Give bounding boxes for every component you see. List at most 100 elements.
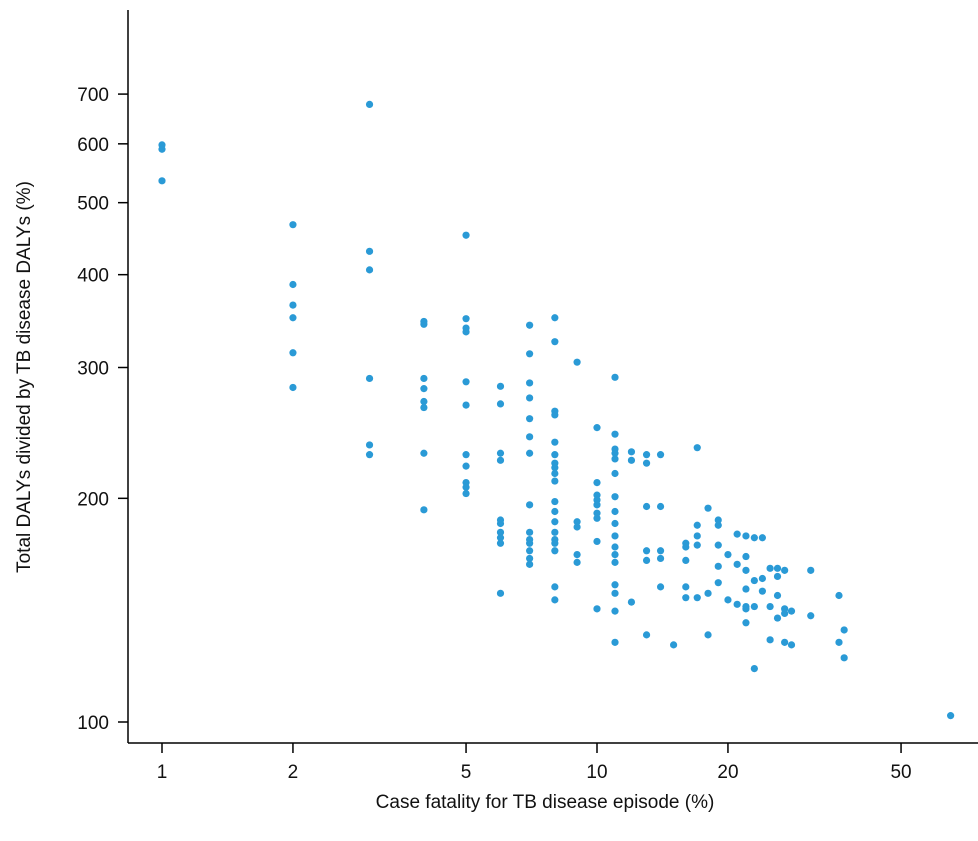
scatter-point xyxy=(420,403,428,412)
scatter-point xyxy=(611,373,619,381)
scatter-point xyxy=(693,532,701,540)
scatter-point xyxy=(365,374,374,383)
ticks-layer: 1 2 5 10 20 50 100 200 300 400 500 600 700 xyxy=(77,85,911,783)
scatter-point xyxy=(766,602,774,611)
scatter-point xyxy=(611,449,619,457)
scatter-point xyxy=(158,145,166,153)
scatter-point xyxy=(526,528,534,536)
scatter-point xyxy=(365,441,374,449)
scatter-point xyxy=(773,591,782,600)
scatter-point xyxy=(781,609,789,618)
scatter-point xyxy=(526,554,534,563)
scatter-point xyxy=(365,266,374,274)
scatter-point xyxy=(551,528,559,536)
scatter-point xyxy=(573,523,581,531)
scatter-point xyxy=(158,177,166,185)
scatter-point xyxy=(693,521,701,529)
scatter-point xyxy=(656,451,665,459)
scatter-point xyxy=(840,654,848,662)
scatter-point xyxy=(526,547,534,555)
scatter-point xyxy=(551,438,559,446)
scatter-point xyxy=(642,631,651,639)
scatter-point xyxy=(704,631,712,639)
scatter-point xyxy=(758,574,766,583)
scatter-point xyxy=(420,374,428,383)
scatter-point xyxy=(289,221,297,229)
scatter-point xyxy=(807,612,815,620)
scatter-point xyxy=(781,638,789,646)
scatter-point xyxy=(642,451,651,459)
scatter-point xyxy=(420,397,428,406)
scatter-point xyxy=(714,521,722,529)
scatter-point xyxy=(496,539,505,547)
scatter-point xyxy=(462,489,470,498)
scatter-point xyxy=(766,564,774,572)
scatter-point xyxy=(611,543,619,551)
scatter-point xyxy=(462,328,470,336)
y-tick-label: 400 xyxy=(77,266,109,287)
scatter-point xyxy=(758,587,766,595)
scatter-point xyxy=(462,462,470,470)
scatter-point xyxy=(289,383,297,392)
scatter-point xyxy=(781,566,789,574)
scatter-point xyxy=(750,664,758,673)
scatter-point xyxy=(593,605,601,613)
scatter-point xyxy=(593,537,601,546)
scatter-point xyxy=(611,519,619,528)
scatter-point xyxy=(611,469,619,478)
scatter-point xyxy=(526,433,534,441)
scatter-point xyxy=(714,579,722,587)
scatter-point xyxy=(611,589,619,597)
y-tick-label: 600 xyxy=(77,135,109,156)
scatter-point xyxy=(693,541,701,549)
scatter-point xyxy=(593,478,601,487)
scatter-point xyxy=(656,502,665,511)
scatter-point xyxy=(611,581,619,589)
scatter-point xyxy=(642,547,651,555)
scatter-point xyxy=(420,506,428,514)
scatter-point xyxy=(758,534,766,542)
scatter-point xyxy=(462,483,470,491)
scatter-point xyxy=(704,504,712,512)
x-tick-label: 1 xyxy=(157,762,168,783)
scatter-point xyxy=(496,534,505,542)
scatter-point xyxy=(742,605,750,613)
scatter-point xyxy=(496,400,505,408)
scatter-point xyxy=(724,550,732,559)
y-tick-label: 300 xyxy=(77,358,109,379)
y-tick-label: 700 xyxy=(77,85,109,106)
scatter-point xyxy=(593,501,601,509)
scatter-point xyxy=(462,315,470,323)
scatter-point xyxy=(682,543,690,551)
x-tick-label: 10 xyxy=(586,762,607,783)
scatter-point xyxy=(773,614,782,622)
scatter-point xyxy=(526,350,534,358)
scatter-point xyxy=(551,338,559,346)
scatter-point xyxy=(551,497,559,506)
y-axis-title: Total DALYs divided by TB disease DALYs … xyxy=(14,181,35,573)
scatter-point xyxy=(289,349,297,357)
scatter-point xyxy=(611,638,619,646)
axes-layer xyxy=(127,10,978,744)
scatter-point xyxy=(551,547,559,555)
y-tick-label: 200 xyxy=(77,489,109,510)
scatter-point xyxy=(551,583,559,591)
scatter-point xyxy=(526,449,534,457)
scatter-point xyxy=(526,394,534,402)
scatter-point xyxy=(682,594,690,602)
scatter-point xyxy=(627,598,636,606)
scatter-point xyxy=(773,572,782,581)
scatter-point xyxy=(573,550,581,559)
scatter-point xyxy=(642,502,651,511)
scatter-point xyxy=(462,401,470,409)
scatter-point xyxy=(365,100,374,108)
scatter-point xyxy=(693,594,701,602)
scatter-point xyxy=(733,560,741,568)
scatter-point xyxy=(627,448,636,456)
scatter-point xyxy=(496,589,505,597)
scatter-point xyxy=(496,449,505,457)
scatter-point xyxy=(807,566,815,574)
scatter-point xyxy=(365,451,374,459)
